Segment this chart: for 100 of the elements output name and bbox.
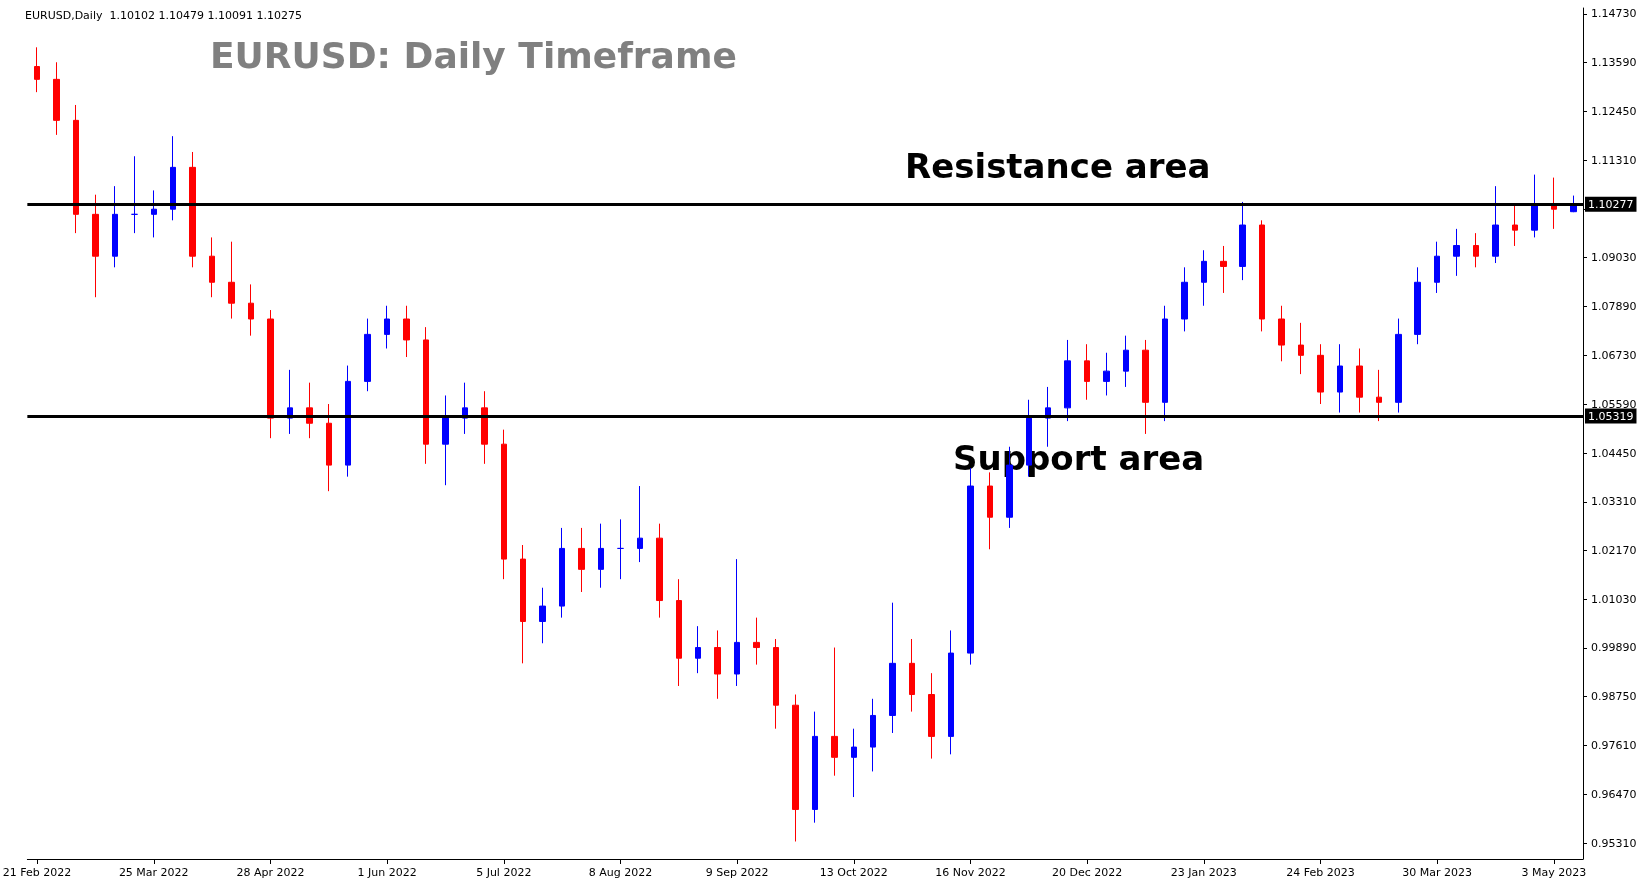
candlestick — [539, 587, 546, 644]
y-tick-label: 0.99890 — [1591, 641, 1637, 655]
candlestick — [228, 241, 235, 320]
candlestick — [1142, 339, 1149, 435]
candlestick — [442, 394, 449, 486]
candlestick — [1395, 318, 1402, 414]
candlestick — [889, 602, 896, 734]
candlestick — [481, 390, 488, 465]
candlestick — [1453, 228, 1460, 277]
x-tick-label: 25 Mar 2022 — [118, 866, 189, 879]
x-tick-label: 8 Aug 2022 — [588, 866, 653, 879]
candlestick — [92, 194, 99, 298]
y-tick-label: 0.95310 — [1591, 837, 1637, 851]
y-tick-label: 0.96470 — [1591, 787, 1637, 801]
x-tick-label: 23 Jan 2023 — [1170, 866, 1237, 879]
candlestick — [598, 523, 604, 589]
candlestick — [1201, 249, 1207, 307]
candlestick — [578, 527, 585, 593]
candlestick — [1064, 339, 1071, 422]
candlestick — [928, 672, 935, 760]
y-tick-label: 1.06730 — [1591, 349, 1637, 363]
candlestick — [1084, 343, 1090, 401]
candlestick — [1356, 347, 1363, 414]
y-tick-label: 1.05590 — [1591, 397, 1637, 411]
candlestick — [423, 326, 429, 465]
candlestick — [1473, 232, 1479, 268]
candlestick — [1239, 201, 1246, 281]
candlestick — [1298, 322, 1304, 375]
candlestick — [73, 104, 79, 234]
candlestick — [1434, 241, 1440, 294]
x-tick-label: 28 Apr 2022 — [236, 866, 305, 879]
candlestick — [151, 189, 157, 238]
annotation: Resistance area — [905, 146, 1211, 187]
candlestick — [870, 698, 876, 772]
y-tick-label: 1.07890 — [1591, 299, 1637, 313]
y-tick-label: 1.01030 — [1591, 592, 1637, 606]
y-tick-label: 0.97610 — [1591, 738, 1637, 752]
y-tick-label: 1.03310 — [1591, 495, 1637, 509]
y-tick-label: 1.12450 — [1591, 104, 1637, 118]
candlestick — [753, 617, 760, 666]
y-tick-label: 1.11310 — [1591, 153, 1637, 167]
candlestick — [1278, 305, 1285, 362]
candlestick — [209, 236, 215, 298]
candlestick — [1317, 343, 1324, 405]
candlestick — [34, 46, 40, 93]
chart-subtitle: EURUSD,Daily 1.10102 1.10479 1.10091 1.10275 — [25, 9, 302, 22]
candlestick — [1123, 335, 1129, 388]
candlestick — [831, 647, 838, 777]
candlestick — [131, 155, 138, 234]
candlestick — [53, 61, 60, 136]
candlestick — [656, 523, 663, 619]
candlestick — [1259, 219, 1265, 332]
candlestick — [1162, 305, 1168, 422]
candlestick — [734, 558, 740, 687]
ref-line-label: 1.10277 — [1588, 197, 1634, 211]
candlestick — [403, 305, 410, 358]
candlestick — [714, 629, 721, 700]
candlestick — [695, 625, 701, 674]
text: EURUSD: Daily Timeframe — [210, 34, 737, 76]
candlestick — [1376, 369, 1382, 422]
x-tick-label: 3 May 2023 — [1521, 866, 1587, 879]
candlestick — [617, 518, 624, 580]
ref-line-label: 1.05319 — [1588, 409, 1634, 423]
candlestick — [948, 629, 954, 755]
candlestick — [1531, 174, 1538, 238]
candlestick — [792, 694, 799, 842]
candlestick — [501, 429, 507, 580]
candlestick — [676, 578, 682, 687]
x-tick-label: 24 Feb 2023 — [1286, 866, 1355, 879]
candlestick — [1220, 245, 1227, 294]
y-tick-label: 1.14730 — [1591, 7, 1637, 21]
x-tick-label: 5 Jul 2022 — [476, 866, 532, 879]
x-tick-label: 9 Sep 2022 — [705, 866, 769, 879]
candlestick — [520, 544, 526, 664]
candlestick — [1103, 352, 1110, 396]
candlestick — [1414, 266, 1421, 345]
candlestick — [1492, 185, 1499, 264]
candlestick — [851, 728, 857, 798]
x-tick-label: 1 Jun 2022 — [357, 866, 417, 879]
candlestick — [170, 135, 176, 221]
y-tick-label: 1.09030 — [1591, 250, 1637, 264]
candlestick — [637, 485, 643, 563]
x-tick-label: 30 Mar 2023 — [1402, 866, 1473, 879]
candlestick — [364, 318, 371, 392]
candlestick — [909, 638, 915, 713]
candlestick — [345, 365, 351, 478]
x-tick-label: 20 Dec 2022 — [1052, 866, 1123, 879]
candlestick — [559, 527, 565, 619]
y-tick-label: 1.13590 — [1591, 56, 1637, 70]
candlestick — [112, 185, 118, 268]
candlestick — [1181, 266, 1188, 332]
candlestick — [384, 305, 390, 349]
candlestick — [773, 638, 779, 730]
candlestick — [326, 403, 332, 492]
x-tick-label: 13 Oct 2022 — [819, 866, 888, 879]
y-tick-label: 1.04450 — [1591, 446, 1637, 460]
y-tick-label: 0.98750 — [1591, 690, 1637, 704]
candlestick — [248, 283, 254, 337]
y-tick-label: 1.02170 — [1591, 544, 1637, 558]
candlestick — [267, 309, 274, 439]
